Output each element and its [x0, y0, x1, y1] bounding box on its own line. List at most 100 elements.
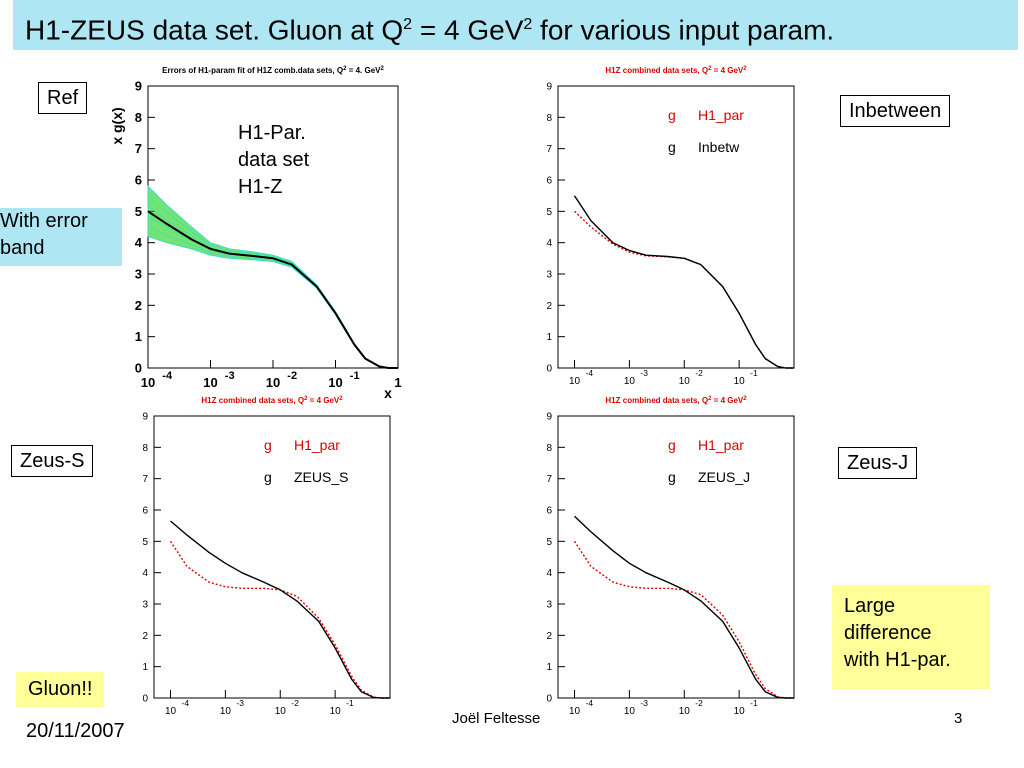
x-tick-exponent: -4	[162, 370, 173, 382]
x-tick-label: 10	[275, 706, 287, 717]
plot-frame	[557, 415, 795, 699]
y-tick-label: 4	[546, 568, 552, 579]
note-large-difference: Large difference with H1-par.	[832, 585, 990, 689]
chart-title-part: = 4 GeV	[711, 396, 743, 405]
x-tick-label: 10	[569, 376, 581, 387]
note-large-diff-line-2: difference	[844, 622, 932, 644]
chart-title: H1Z combined data sets, Q2 = 4 GeV2	[605, 396, 747, 405]
y-tick-label: 4	[135, 235, 143, 250]
footer-date: 20/11/2007	[26, 720, 125, 742]
note-h1par-line-3: H1-Z	[238, 176, 283, 198]
legend-symbol: g	[668, 107, 676, 123]
y-tick-label: 8	[135, 110, 142, 125]
x-tick-label: 10	[330, 706, 342, 717]
y-tick-label: 2	[546, 301, 552, 312]
title-text-mid: = 4 GeV	[412, 14, 524, 46]
error-band	[147, 185, 398, 369]
x-tick-exponent: -2	[695, 368, 703, 378]
x-tick-exponent: -3	[225, 370, 235, 382]
legend-label: Inbetw	[698, 139, 740, 155]
y-tick-label: 5	[142, 537, 148, 548]
label-zeus-s: Zeus-S	[11, 445, 94, 477]
title-text: H1-ZEUS data set. Gluon at Q	[25, 14, 404, 46]
x-tick-exponent: -1	[750, 698, 758, 708]
x-tick-label: 10	[734, 376, 746, 387]
label-inbetween: Inbetween	[840, 95, 951, 127]
y-tick-label: 8	[546, 113, 552, 124]
x-tick-exponent: -3	[236, 698, 244, 708]
y-tick-label: 3	[546, 270, 552, 281]
label-ref: Ref	[38, 82, 88, 114]
note-h1par: H1-Par. data set H1-Z	[238, 120, 309, 201]
note-large-diff-line-3: with H1-par.	[844, 649, 951, 671]
x-tick-label: 10	[624, 706, 636, 717]
plot-frame	[557, 85, 795, 369]
chart-title-part: = 4 GeV	[307, 396, 339, 405]
x-tick-label: 10	[165, 706, 177, 717]
legend-label: H1_par	[294, 437, 340, 453]
x-axis-title: x	[384, 385, 392, 401]
x-tick-exponent: -3	[640, 368, 648, 378]
series-line-0	[147, 210, 398, 369]
note-h1par-line-2: data set	[238, 149, 310, 171]
y-tick-label: 0	[546, 364, 552, 375]
y-tick-label: 3	[135, 267, 142, 282]
x-tick-label: 10	[220, 706, 232, 717]
title-sup-2: 2	[523, 16, 533, 33]
y-tick-label: 0	[546, 694, 552, 705]
chart-title: H1Z combined data sets, Q2 = 4 GeV2	[605, 66, 747, 75]
y-tick-label: 3	[546, 600, 552, 611]
series-line-inbetw	[573, 195, 794, 369]
y-tick-label: 7	[142, 474, 148, 485]
chart-zeus-s: H1Z combined data sets, Q2 = 4 GeV201234…	[142, 396, 391, 717]
y-tick-label: 8	[546, 443, 552, 454]
x-tick-exponent: -2	[695, 698, 703, 708]
series-line-h1-par	[574, 210, 794, 369]
title-bar: H1-ZEUS data set. Gluon at Q2 = 4 GeV2 f…	[13, 0, 1018, 50]
legend-symbol: g	[668, 437, 676, 453]
y-tick-label: 8	[142, 443, 148, 454]
note-large-diff-line-1: Large	[844, 595, 896, 617]
y-tick-label: 9	[135, 79, 142, 94]
y-tick-label: 6	[135, 173, 142, 188]
legend-label: H1_par	[698, 437, 744, 453]
x-tick-exponent: -1	[750, 368, 758, 378]
y-tick-label: 7	[546, 474, 552, 485]
y-axis-title: x g(x)	[109, 107, 125, 144]
y-tick-label: 2	[135, 298, 142, 313]
footer-page-number: 3	[954, 710, 963, 727]
x-tick-label: 10	[734, 706, 746, 717]
legend-label: H1_par	[698, 107, 744, 123]
chart-title: H1Z combined data sets, Q2 = 4 GeV2	[201, 396, 343, 405]
plot-frame	[153, 415, 391, 699]
title-sup-1: 2	[403, 16, 413, 33]
chart-title-part: H1Z combined data sets, Q	[605, 66, 708, 75]
chart-title-part: 2	[339, 396, 343, 402]
chart-ref: Errors of H1-param fit of H1Z comb.data …	[109, 66, 402, 401]
legend-symbol: g	[668, 139, 676, 155]
chart-title-part: Errors of H1-param fit of H1Z comb.data …	[162, 66, 343, 75]
y-tick-label: 4	[142, 568, 148, 579]
y-tick-label: 0	[142, 694, 148, 705]
y-tick-label: 2	[546, 631, 552, 642]
x-tick-exponent: -1	[346, 698, 354, 708]
legend-symbol: g	[668, 469, 676, 485]
footer-author: Joël Feltesse	[452, 710, 541, 727]
legend-symbol: g	[264, 469, 272, 485]
y-tick-label: 9	[142, 412, 148, 423]
chart-title-part: H1Z combined data sets, Q	[201, 396, 304, 405]
y-tick-label: 5	[546, 207, 552, 218]
x-tick-exponent: -2	[291, 698, 299, 708]
legend-label: ZEUS_J	[698, 469, 750, 485]
x-tick-exponent: -2	[287, 370, 297, 382]
y-tick-label: 6	[142, 506, 148, 517]
series-line-zeus-j	[574, 515, 794, 699]
note-error-band-line-2: band	[0, 237, 45, 259]
x-tick-exponent: -4	[182, 698, 190, 708]
chart-title-part: 2	[708, 396, 712, 402]
y-tick-label: 0	[135, 361, 142, 376]
chart-title-part: 2	[380, 66, 384, 72]
legend-label: ZEUS_S	[294, 469, 348, 485]
chart-title-part: 2	[708, 66, 712, 72]
chart-title-part: 2	[743, 66, 747, 72]
